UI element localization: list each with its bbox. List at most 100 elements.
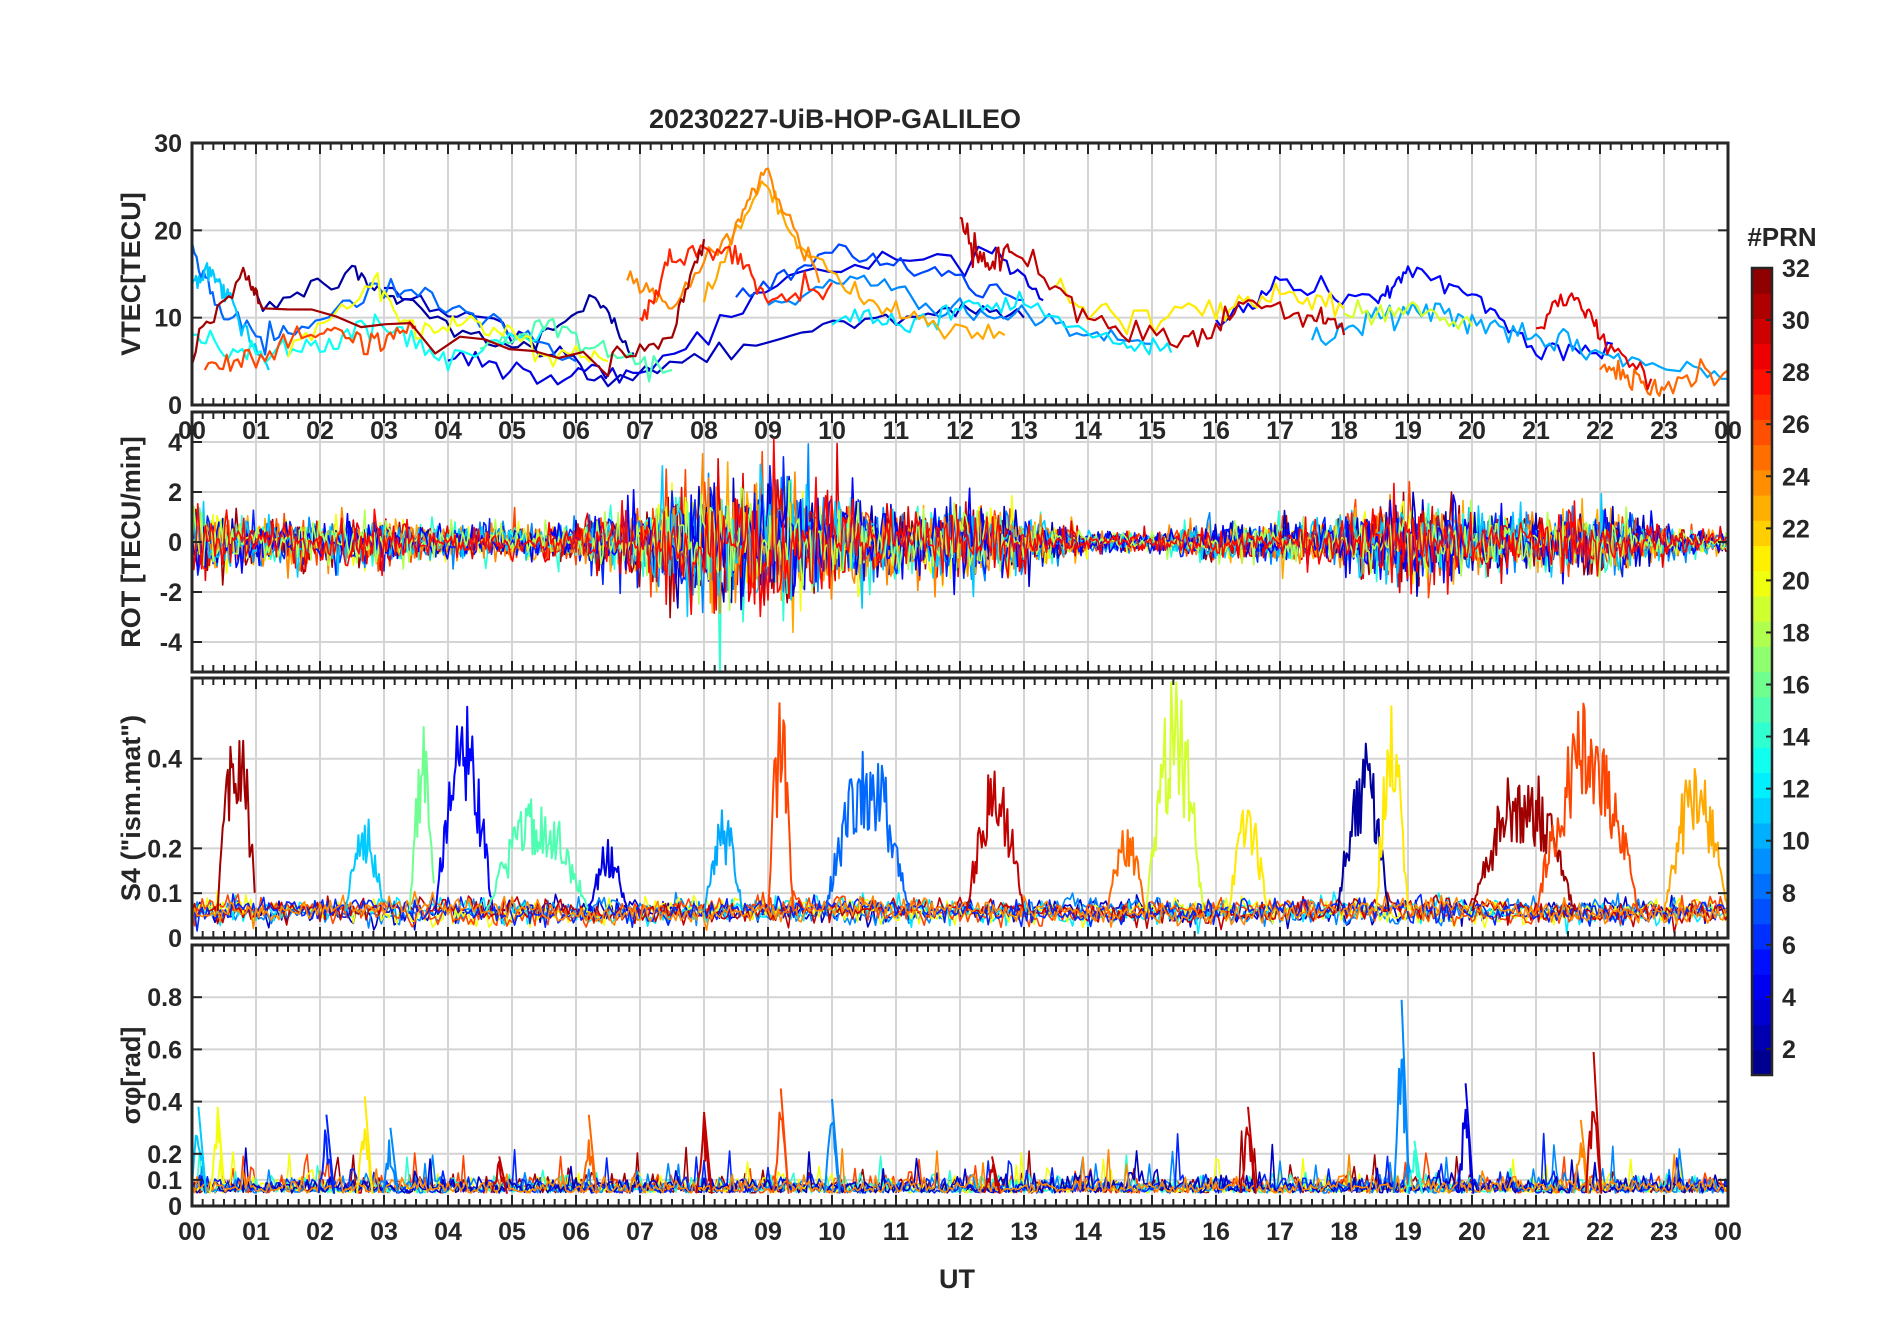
x-tick-label: 22: [1586, 1218, 1614, 1246]
spike-prn-30: [983, 1156, 1001, 1194]
series-line-prn-11: [192, 262, 270, 371]
colorbar-segment: [1752, 368, 1772, 395]
colorbar-tick-label: 24: [1782, 463, 1810, 491]
y-axis-label: ROT [TECU/min]: [116, 436, 146, 647]
y-axis-label: VTEC[TECU]: [116, 192, 146, 356]
series-line-prn-5: [1215, 265, 1614, 362]
series-line-prn-4: [447, 245, 1044, 386]
colorbar-segment: [1752, 444, 1772, 471]
spike-prn-14: [1405, 1140, 1424, 1194]
x-tick-label: 23: [1650, 1218, 1678, 1246]
spike-prn-30: [1239, 1106, 1257, 1194]
spike-prn-21: [356, 1096, 374, 1194]
colorbar-tick-label: 12: [1782, 776, 1810, 804]
burst-prn-31: [1471, 775, 1576, 912]
panel-2: -4 -2 0 2 4 ROT [TECU/min]: [116, 410, 1730, 674]
colorbar-segment: [1752, 469, 1772, 496]
series-line-prn-29: [1535, 292, 1653, 391]
x-tick-label: 04: [434, 1218, 462, 1246]
colorbar-tick-label: 4: [1782, 984, 1796, 1012]
y-tick-label: 0.1: [147, 1167, 182, 1195]
series-line-prn-15: [479, 317, 673, 383]
series-line-prn-21: [1055, 277, 1345, 336]
burst-prn-26: [767, 702, 795, 912]
burst-prn-21: [1375, 705, 1409, 912]
tick-marks: [191, 678, 1729, 939]
colorbar-segment: [1752, 1049, 1772, 1076]
colorbar-segment: [1752, 318, 1772, 345]
y-tick-label: -2: [160, 579, 182, 607]
colorbar-tick-label: 6: [1782, 932, 1796, 960]
y-tick-label: 0: [168, 925, 182, 953]
colorbar-segment: [1752, 747, 1772, 773]
colorbar-segment: [1752, 898, 1772, 925]
panel-4: 00.10.2 0.4 0.6 0.8 00 01 02 03 04 05 06 07 08 09 10 11…: [116, 943, 1742, 1246]
x-tick-label: 17: [1266, 1218, 1294, 1246]
series-line-prn-6: [192, 893, 1728, 932]
series-line-prn-20: [286, 272, 609, 368]
colorbar-tick-label: 16: [1782, 672, 1810, 700]
x-tick-label: 15: [1138, 1218, 1166, 1246]
x-tick-label: 07: [626, 1218, 654, 1246]
spike-prn-20: [208, 1106, 225, 1194]
colorbar-tick-label: 30: [1782, 307, 1810, 335]
colorbar-segment: [1752, 1024, 1772, 1051]
colorbar-tick-label: 10: [1782, 828, 1810, 856]
y-tick-label: 0: [168, 529, 182, 557]
spike-prn-9: [381, 1127, 400, 1194]
x-tick-label: 21: [1522, 1218, 1550, 1246]
y-tick-label: 0: [168, 392, 182, 420]
colorbar-segment: [1752, 520, 1772, 547]
y-tick-label: 0: [168, 1193, 182, 1221]
burst-prn-11: [344, 818, 384, 912]
burst-prn-8: [824, 750, 910, 912]
burst-prn-31: [216, 739, 256, 912]
tick-marks: [191, 142, 1729, 406]
y-tick-label: 0.6: [147, 1036, 182, 1064]
colorbar-tick-label: 8: [1782, 880, 1796, 908]
burst-prn-25: [1106, 829, 1147, 912]
x-tick-label: 03: [370, 1218, 398, 1246]
colorbar-tick-label: 20: [1782, 567, 1810, 595]
series-line-prn-24: [192, 890, 1728, 931]
spike-prn-30: [490, 1156, 508, 1194]
y-axis-label: σφ[rad]: [116, 1027, 146, 1125]
x-tick-label: 20: [1458, 1218, 1486, 1246]
colorbar-tick-label: 14: [1782, 724, 1810, 752]
series-line-prn-23: [702, 180, 1006, 340]
burst-prn-23: [1663, 767, 1728, 912]
spike-prn-9: [1392, 999, 1411, 1194]
colorbar-segment: [1752, 797, 1772, 824]
burst-prn-19: [1144, 681, 1205, 912]
spike-prn-25: [580, 1114, 598, 1194]
colorbar-segment: [1752, 974, 1772, 1000]
colorbar-box: [1750, 266, 1774, 1077]
colorbar-segment: [1752, 621, 1772, 647]
x-tick-label: 16: [1202, 1218, 1230, 1246]
spike-prn-30: [695, 1111, 713, 1194]
colorbar-tick-label: 32: [1782, 255, 1810, 283]
x-tick-label: 06: [562, 1218, 590, 1246]
colorbar-segment: [1752, 671, 1772, 698]
x-tick-label: 13: [1010, 1218, 1038, 1246]
burst-prn-16: [408, 726, 435, 912]
spike-prn-6: [317, 1114, 336, 1194]
series-line-prn-19: [1343, 299, 1473, 330]
x-tick-label: 08: [690, 1218, 718, 1246]
series-group: [192, 167, 1728, 397]
y-axis-label: S4 ("ism.mat"): [116, 715, 146, 901]
y-tick-label: 0.4: [147, 746, 182, 774]
series-line-prn-25: [1599, 358, 1728, 397]
series-line-prn-13: [192, 313, 545, 372]
colorbar-segment: [1752, 494, 1772, 521]
x-axis-label: UT: [939, 1264, 975, 1294]
colorbar-segment: [1752, 923, 1772, 950]
spike-prn-4: [1456, 1083, 1475, 1194]
colorbar-segment: [1752, 696, 1772, 723]
colorbar-segment: [1752, 293, 1772, 320]
series-line-prn-31: [192, 238, 706, 378]
burst-prn-21: [1227, 809, 1269, 912]
